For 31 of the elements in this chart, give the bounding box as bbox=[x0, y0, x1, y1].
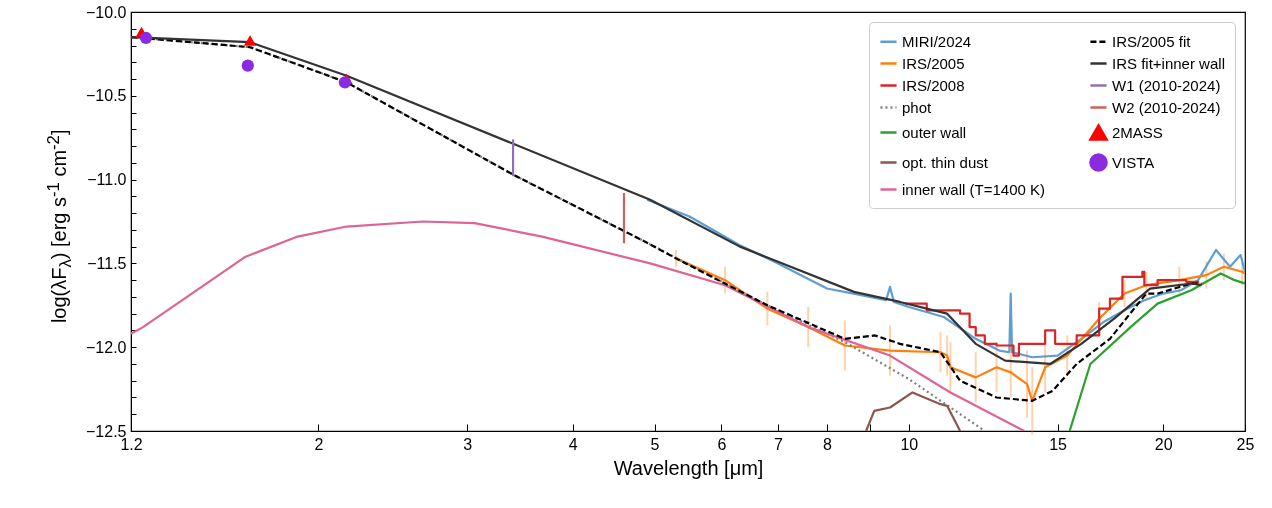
y-tick-label: −12.0 bbox=[86, 338, 127, 356]
x-tick-label: 7 bbox=[774, 435, 784, 453]
legend-label: phot bbox=[902, 98, 933, 116]
line-series bbox=[865, 391, 962, 431]
legend-label: IRS/2008 bbox=[902, 76, 965, 94]
legend-label: VISTA bbox=[1112, 153, 1155, 171]
x-tick-label: 3 bbox=[463, 435, 473, 453]
x-axis-title: Wavelength [μm] bbox=[613, 456, 764, 479]
y-tick-label: −11.0 bbox=[87, 171, 127, 189]
legend-label: 2MASS bbox=[1112, 123, 1163, 141]
x-tick-label: 2 bbox=[314, 435, 324, 453]
x-tick-label: 20 bbox=[1154, 435, 1173, 453]
y-tick-label: −11.5 bbox=[87, 254, 127, 272]
x-tick-label: 25 bbox=[1236, 435, 1255, 453]
x-tick-label: 8 bbox=[823, 435, 833, 453]
x-tick-label: 5 bbox=[650, 435, 660, 453]
legend-label: W1 (2010-2024) bbox=[1112, 76, 1221, 94]
x-tick-label: 4 bbox=[568, 435, 578, 453]
legend-label: opt. thin dust bbox=[902, 153, 989, 171]
legend-label: IRS fit+inner wall bbox=[1112, 54, 1225, 72]
legend-label: inner wall (T=1400 K) bbox=[902, 180, 1045, 198]
legend-label: IRS/2005 bbox=[902, 54, 965, 72]
y-tick-label: −10.0 bbox=[86, 3, 127, 21]
x-tick-label: 10 bbox=[900, 435, 919, 453]
x-tick-label: 6 bbox=[717, 435, 727, 453]
legend-label: W2 (2010-2024) bbox=[1112, 98, 1221, 116]
legend-label: IRS/2005 fit bbox=[1112, 32, 1192, 50]
x-tick-label: 15 bbox=[1049, 435, 1068, 453]
y-tick-label: −10.5 bbox=[86, 87, 127, 105]
legend-label: outer wall bbox=[902, 123, 967, 141]
legend-label: MIRI/2024 bbox=[902, 32, 972, 50]
